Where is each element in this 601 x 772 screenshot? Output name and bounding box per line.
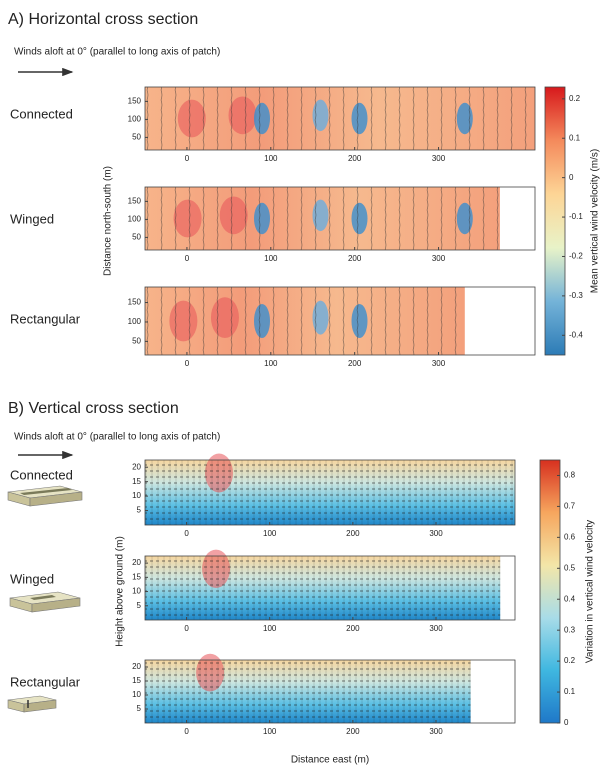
colorbar [545, 87, 565, 355]
panel-label: Rectangular [10, 311, 81, 326]
colorbar-tick-label: 0.2 [564, 656, 576, 665]
x-tick-label: 0 [185, 254, 190, 263]
figure: A) Horizontal cross section Winds aloft a… [0, 0, 601, 772]
y-tick-label: 15 [132, 676, 141, 685]
y-tick-label: 50 [132, 337, 141, 346]
colorbar-tick-label: 0.3 [564, 625, 576, 634]
x-tick-label: 200 [348, 154, 362, 163]
x-tick-label: 300 [429, 727, 443, 736]
y-tick-label: 10 [132, 587, 141, 596]
x-tick-label: 300 [432, 359, 446, 368]
y-tick-label: 10 [132, 690, 141, 699]
colorbar-tick-label: -0.1 [569, 212, 583, 221]
colorbar-tick-label: -0.4 [569, 330, 583, 339]
panel-label: Connected [10, 106, 73, 121]
y-tick-label: 10 [132, 491, 141, 500]
x-tick-label: 100 [264, 154, 278, 163]
x-tick-label: 0 [184, 624, 189, 633]
x-tick-label: 0 [184, 529, 189, 538]
y-tick-label: 20 [132, 662, 141, 671]
x-tick-label: 0 [184, 727, 189, 736]
streamlines [145, 187, 500, 250]
x-tick-label: 300 [432, 254, 446, 263]
x-tick-label: 200 [346, 529, 360, 538]
y-tick-label: 150 [128, 197, 142, 206]
colorbar-tick-label: 0.1 [564, 687, 576, 696]
y-tick-label: 15 [132, 477, 141, 486]
colorbar-tick-label: 0.7 [564, 502, 576, 511]
y-tick-label: 15 [132, 572, 141, 581]
panel-label: Winged [10, 211, 54, 226]
x-tick-label: 100 [263, 529, 277, 538]
colorbar-label: Variation in vertical wind velocity [585, 520, 596, 663]
y-axis-label: Height above ground (m) [115, 536, 126, 647]
x-tick-label: 100 [264, 254, 278, 263]
y-tick-label: 100 [128, 317, 142, 326]
y-tick-label: 50 [132, 233, 141, 242]
colorbar [540, 460, 560, 723]
x-tick-label: 0 [185, 154, 190, 163]
colorbar-tick-label: 0.8 [564, 471, 576, 480]
colorbar-tick-label: 0 [569, 173, 574, 182]
x-tick-label: 300 [429, 624, 443, 633]
colorbar-tick-label: 0.6 [564, 532, 576, 541]
colorbar-tick-label: -0.2 [569, 252, 583, 261]
y-tick-label: 5 [137, 506, 142, 515]
y-tick-label: 100 [128, 215, 142, 224]
x-tick-label: 200 [346, 727, 360, 736]
y-tick-label: 20 [132, 462, 141, 471]
streamlines [145, 87, 535, 150]
y-tick-label: 150 [128, 298, 142, 307]
y-tick-label: 20 [132, 558, 141, 567]
streamlines [145, 287, 465, 355]
x-tick-label: 100 [264, 359, 278, 368]
streamlines [145, 556, 500, 620]
x-tick-label: 100 [263, 624, 277, 633]
section-title: A) Horizontal cross section [8, 11, 198, 28]
x-tick-label: 200 [346, 624, 360, 633]
x-tick-label: 300 [432, 154, 446, 163]
x-tick-label: 100 [263, 727, 277, 736]
section-title: B) Vertical cross section [8, 400, 179, 417]
panel-label: Rectangular [10, 674, 81, 689]
subtitle: Winds aloft at 0° (parallel to long axis… [14, 432, 220, 443]
y-tick-label: 100 [128, 115, 142, 124]
y-tick-label: 5 [137, 601, 142, 610]
x-tick-label: 300 [429, 529, 443, 538]
x-tick-label: 0 [185, 359, 190, 368]
panel-label: Connected [10, 467, 73, 482]
x-axis-label: Distance east (m) [291, 755, 369, 766]
colorbar-tick-label: 0.5 [564, 563, 576, 572]
colorbar-tick-label: -0.3 [569, 291, 583, 300]
x-tick-label: 200 [348, 254, 362, 263]
streamlines [145, 660, 471, 723]
colorbar-tick-label: 0.2 [569, 94, 581, 103]
streamlines [145, 460, 515, 525]
panel-label: Winged [10, 571, 54, 586]
y-tick-label: 150 [128, 97, 142, 106]
colorbar-label: Mean vertical wind velocity (m/s) [590, 149, 601, 293]
x-tick-label: 200 [348, 359, 362, 368]
y-axis-label: Distance north-south (m) [103, 166, 114, 276]
y-tick-label: 5 [137, 704, 142, 713]
colorbar-tick-label: 0.4 [564, 594, 576, 603]
subtitle: Winds aloft at 0° (parallel to long axis… [14, 47, 220, 58]
y-tick-label: 50 [132, 133, 141, 142]
colorbar-tick-label: 0.1 [569, 133, 581, 142]
colorbar-tick-label: 0 [564, 718, 569, 727]
